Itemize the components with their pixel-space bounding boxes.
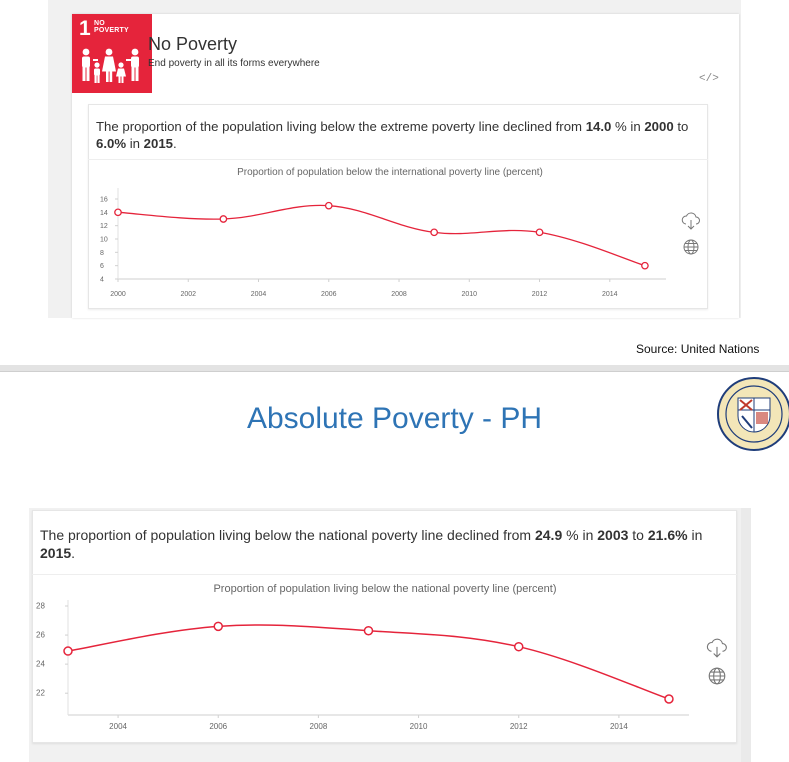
data-point — [63, 646, 73, 656]
summary-value-start: 14.0 — [585, 119, 612, 134]
summary-mid1: % in — [562, 527, 598, 543]
data-point — [641, 261, 649, 270]
summary-mid1: % in — [611, 119, 645, 134]
slide-title: Absolute Poverty - PH — [246, 402, 543, 435]
y-tick-label: 10 — [100, 237, 108, 244]
x-tick-label: 2002 — [180, 291, 196, 298]
y-tick-label: 26 — [36, 631, 45, 640]
summary-year-start: 2000 — [644, 119, 674, 134]
data-point — [535, 228, 544, 237]
panel-divider — [88, 159, 708, 160]
data-point — [430, 228, 439, 237]
summary-mid3: in — [687, 527, 703, 543]
x-tick-label: 2004 — [109, 722, 127, 731]
scrollbar[interactable] — [741, 508, 751, 762]
globe-icon[interactable] — [707, 666, 727, 686]
sdg-badge: 1 NO POVERTY — [72, 14, 152, 93]
y-tick-label: 6 — [100, 263, 104, 270]
x-tick-label: 2012 — [532, 291, 548, 298]
sdg-subtitle: End poverty in all its forms everywhere — [148, 58, 320, 69]
chart-international: 4 6 8 10 12 14 16 2000 2002 2004 2006 2008 2010 2012 2… — [100, 188, 666, 298]
x-tick-label: 2012 — [510, 722, 528, 731]
x-tick-label: 2000 — [110, 291, 126, 298]
data-point — [664, 694, 674, 704]
y-tick-label: 16 — [100, 197, 108, 204]
summary-value-end: 21.6% — [647, 527, 688, 543]
university-seal-logo — [717, 377, 789, 451]
summary-year-end: 2015 — [40, 545, 72, 561]
y-tick-label: 8 — [100, 250, 104, 257]
y-tick-label: 14 — [100, 210, 108, 217]
summary-end: . — [173, 136, 177, 151]
x-tick-label: 2008 — [391, 291, 407, 298]
data-point — [363, 625, 374, 636]
summary-pre: The proportion of the population living … — [96, 119, 586, 134]
summary-mid2: to — [628, 527, 648, 543]
summary-year-start: 2003 — [597, 527, 629, 543]
badge-word: NO POVERTY — [94, 20, 129, 34]
summary-text-international: The proportion of the population living … — [96, 118, 700, 152]
series-line — [117, 204, 646, 267]
badge-word-line1: NO — [94, 20, 105, 27]
y-tick-label: 12 — [100, 223, 108, 230]
x-tick-label: 2006 — [321, 291, 337, 298]
data-point — [213, 621, 223, 632]
chart-title-international: Proportion of population below the inter… — [237, 167, 543, 178]
data-point — [513, 641, 524, 652]
x-tick-label: 2014 — [602, 291, 618, 298]
globe-icon[interactable] — [682, 238, 700, 256]
download-cloud-icon[interactable] — [706, 638, 728, 658]
y-tick-label: 4 — [100, 277, 104, 284]
summary-mid3: in — [126, 136, 144, 151]
summary-value-start: 24.9 — [534, 527, 563, 543]
slide-divider — [0, 365, 789, 372]
x-tick-label: 2006 — [209, 722, 227, 731]
family-icon — [82, 48, 139, 83]
badge-word-line2: POVERTY — [94, 27, 129, 34]
source-caption: Source: United Nations — [636, 342, 760, 356]
chart-panel-national — [32, 510, 737, 743]
data-point — [219, 215, 228, 223]
y-tick-label: 24 — [36, 660, 45, 669]
summary-text-national: The proportion of population living belo… — [40, 526, 730, 562]
data-point — [324, 201, 333, 210]
summary-value-end: 6.0% — [96, 136, 127, 151]
summary-mid2: to — [673, 119, 689, 134]
data-point — [114, 208, 122, 217]
x-tick-label: 2010 — [410, 722, 428, 731]
embed-code-icon[interactable]: </> — [699, 73, 719, 85]
x-tick-label: 2008 — [310, 722, 328, 731]
sdg-title: No Poverty — [148, 34, 238, 54]
y-tick-label: 28 — [36, 602, 45, 611]
chart-title-national: Proportion of population living below th… — [213, 583, 557, 595]
summary-year-end: 2015 — [143, 136, 173, 151]
download-cloud-icon[interactable] — [681, 212, 701, 230]
summary-end: . — [71, 545, 76, 561]
panel-divider — [32, 574, 737, 575]
series-line — [67, 624, 670, 700]
summary-pre: The proportion of population living belo… — [40, 527, 535, 543]
badge-number: 1 — [79, 17, 91, 40]
y-tick-label: 22 — [36, 689, 45, 698]
chart-panel-international — [88, 104, 708, 309]
x-tick-label: 2010 — [461, 291, 477, 298]
x-tick-label: 2014 — [610, 722, 628, 731]
x-tick-label: 2004 — [251, 291, 267, 298]
